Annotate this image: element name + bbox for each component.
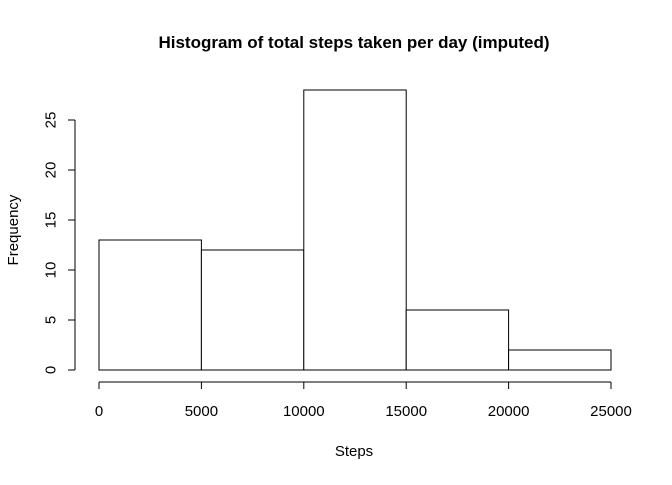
y-tick-label: 20 (42, 162, 59, 179)
y-axis: 0 5 10 15 20 25 (42, 112, 76, 374)
y-tick-label: 10 (42, 262, 59, 279)
x-tick-label: 25000 (590, 403, 632, 420)
y-tick-label: 25 (42, 112, 59, 129)
bars-group (98, 89, 612, 371)
x-tick-label: 5000 (185, 403, 218, 420)
y-tick-label: 0 (42, 366, 59, 374)
histogram-bar (98, 239, 202, 371)
x-tick-label: 10000 (283, 403, 325, 420)
histogram-bar (405, 309, 510, 371)
y-axis-label: Frequency (5, 194, 22, 265)
x-axis-label: Steps (335, 443, 373, 460)
y-tick-label: 5 (42, 316, 59, 324)
histogram-bar (303, 89, 407, 371)
x-tick-label: 20000 (488, 403, 530, 420)
histogram-bar (200, 249, 305, 371)
x-tick-label: 0 (95, 403, 103, 420)
chart-title: Histogram of total steps taken per day (… (158, 33, 549, 52)
histogram-bar (508, 349, 612, 371)
y-tick-label: 15 (42, 212, 59, 229)
x-tick-label: 15000 (385, 403, 427, 420)
x-axis: 0 5000 10000 15000 20000 25000 (95, 381, 632, 420)
